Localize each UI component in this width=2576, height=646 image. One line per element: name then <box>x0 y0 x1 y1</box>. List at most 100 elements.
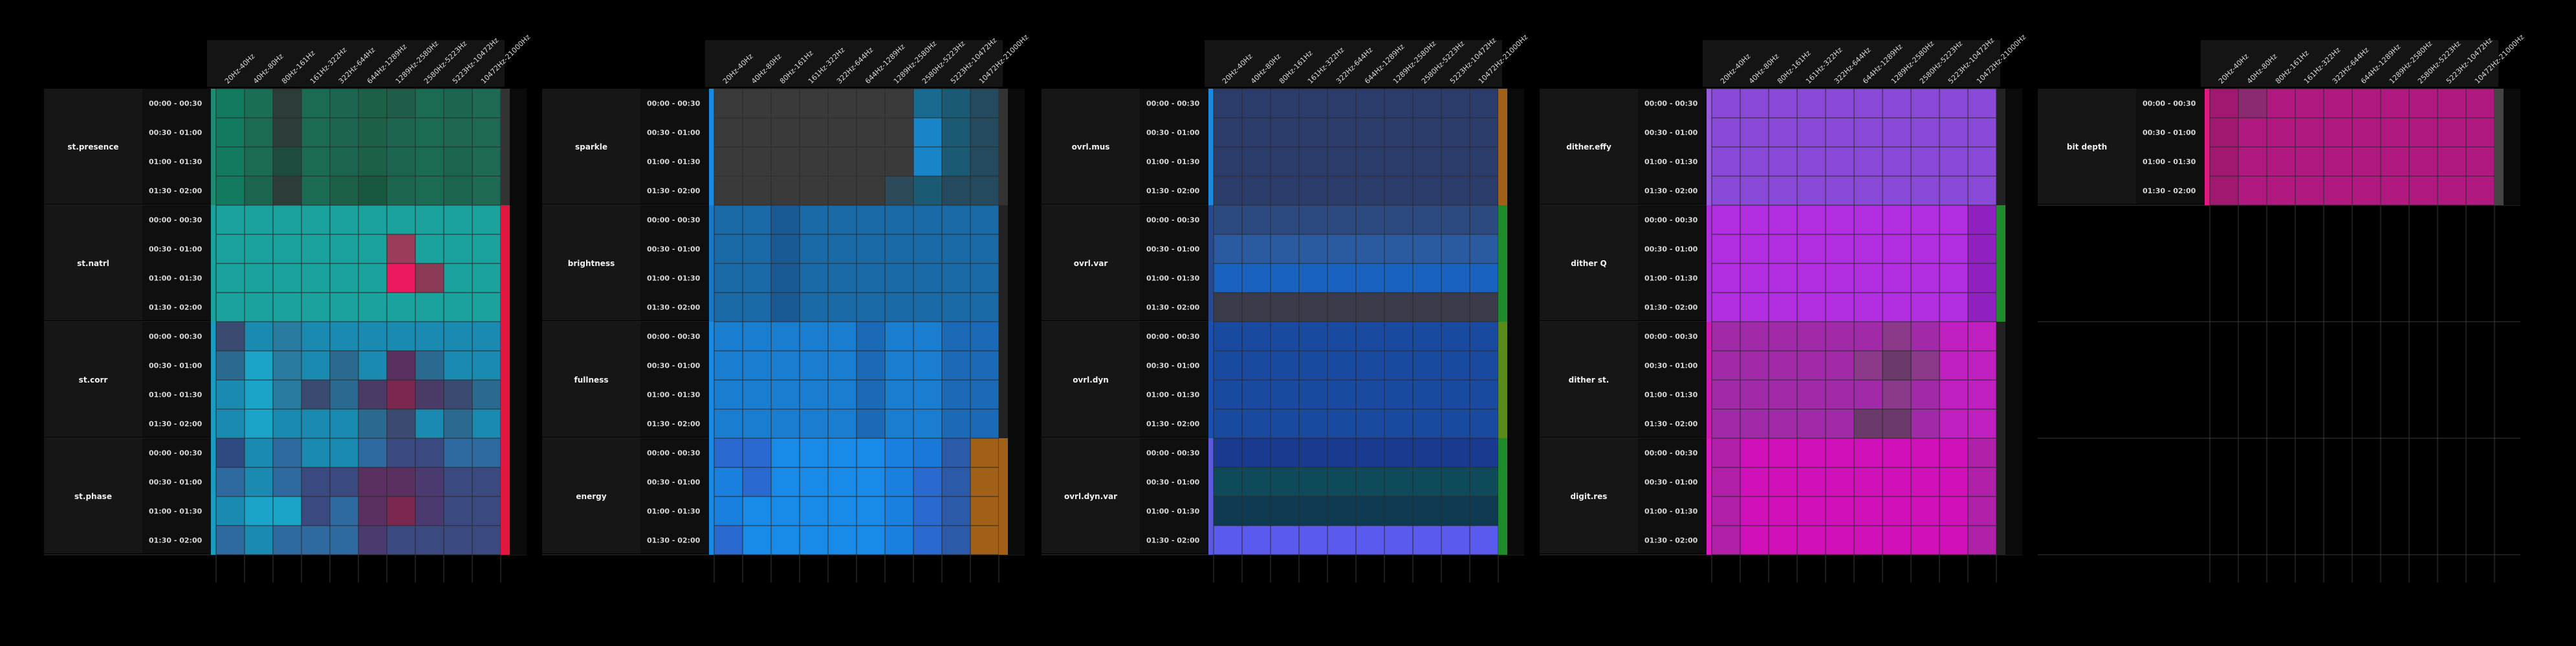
heatmap-cell <box>1711 205 1741 235</box>
heatmap-cell <box>742 408 772 439</box>
heatmap-cell <box>443 292 473 322</box>
heatmap-cell <box>856 234 886 264</box>
heatmap-cell <box>215 205 245 235</box>
heatmap-cell <box>358 467 387 497</box>
heatmap-cell <box>301 263 331 293</box>
heatmap-cell <box>827 438 857 468</box>
heatmap-cell <box>1298 175 1328 206</box>
heatmap-cell <box>415 263 444 293</box>
heatmap-cell <box>856 175 886 206</box>
metric-label-bg <box>542 89 640 204</box>
heatmap-cell <box>1327 88 1357 118</box>
heatmap-cell <box>415 234 444 264</box>
heatmap-cell <box>970 496 999 526</box>
heatmap-cell <box>2295 117 2324 148</box>
heatmap-cell <box>1939 438 1969 468</box>
heatmap-cell <box>1241 234 1271 264</box>
time-label-bg <box>1140 438 1208 553</box>
heatmap-cell <box>1213 205 1243 235</box>
heatmap-cell <box>415 88 444 118</box>
heatmap-cell <box>272 88 302 118</box>
heatmap-cell <box>443 175 473 206</box>
heatmap-cell <box>1327 146 1357 177</box>
heatmap-cell <box>329 263 359 293</box>
heatmap-cell <box>1711 263 1741 293</box>
heatmap-cell <box>301 350 331 381</box>
heatmap-cell <box>472 175 501 206</box>
heatmap-cell <box>443 467 473 497</box>
heatmap-cell <box>1711 117 1741 148</box>
heatmap-cell <box>1213 496 1243 526</box>
heatmap-cell <box>329 234 359 264</box>
heatmap-cell <box>244 205 274 235</box>
summary-tail <box>2005 205 2022 322</box>
metric-label: st.corr <box>79 375 108 384</box>
heatmap-cell <box>1270 438 1300 468</box>
heatmap-cell <box>856 117 886 148</box>
heatmap-cell <box>1939 146 1969 177</box>
heatmap-cell <box>1910 146 1940 177</box>
heatmap-cell <box>856 408 886 439</box>
heatmap-cell <box>244 350 274 381</box>
heatmap-cell <box>1882 379 1912 410</box>
heatmap-cell <box>1327 117 1357 148</box>
heatmap-cell <box>2295 146 2324 177</box>
heatmap-cell <box>1740 525 1769 555</box>
heatmap-cell <box>415 175 444 206</box>
heatmap-cell <box>329 408 359 439</box>
heatmap-cell <box>1939 379 1969 410</box>
heatmap-cell <box>2209 88 2239 118</box>
heatmap-cell <box>1882 88 1912 118</box>
time-label: 01:30 - 02:00 <box>1644 304 1698 312</box>
metric-label-bg <box>542 322 640 437</box>
heatmap-cell <box>1768 525 1798 555</box>
metric-label: dither st. <box>1569 375 1610 384</box>
time-label: 01:30 - 02:00 <box>149 537 202 545</box>
heatmap-cell <box>1469 350 1499 381</box>
heatmap-cell <box>1796 263 1826 293</box>
heatmap-cell <box>1241 496 1271 526</box>
heatmap-cell <box>2209 117 2239 148</box>
heatmap-cell <box>970 234 999 264</box>
heatmap-cell <box>1327 496 1357 526</box>
heatmap-cell <box>970 117 999 148</box>
heatmap-cell <box>1910 321 1940 351</box>
time-label: 01:30 - 02:00 <box>1644 420 1698 429</box>
heatmap-cell <box>1384 350 1414 381</box>
heatmap-cell <box>1241 525 1271 555</box>
heatmap-cell <box>272 321 302 351</box>
time-label-bg <box>640 89 709 204</box>
heatmap-cell <box>770 117 800 148</box>
heatmap-cell <box>358 525 387 555</box>
heatmap-cell <box>1469 321 1499 351</box>
heatmap-cell <box>1355 350 1385 381</box>
heatmap-cell <box>358 321 387 351</box>
metric-label-bg <box>542 205 640 320</box>
heatmap-cell <box>1355 379 1385 410</box>
heatmap-cell <box>472 292 501 322</box>
heatmap-cell <box>1740 263 1769 293</box>
heatmap-cell <box>1796 496 1826 526</box>
heatmap-cell <box>1967 292 1997 322</box>
heatmap-cell <box>1910 350 1940 381</box>
heatmap-cell <box>386 467 416 497</box>
heatmap-cell <box>244 88 274 118</box>
time-label: 01:30 - 02:00 <box>1146 420 1200 429</box>
summary-tail <box>1008 322 1025 438</box>
heatmap-cell <box>770 88 800 118</box>
metric-label-bg <box>44 438 142 553</box>
heatmap-cell <box>358 496 387 526</box>
heatmap-cell <box>1853 117 1883 148</box>
heatmap-cell <box>941 350 971 381</box>
heatmap-cell <box>714 263 743 293</box>
heatmap-cell <box>1327 263 1357 293</box>
heatmap-cell <box>1882 408 1912 439</box>
heatmap-cell <box>1384 321 1414 351</box>
heatmap-cell <box>827 321 857 351</box>
time-label: 00:00 - 00:30 <box>149 333 202 341</box>
heatmap-cell <box>386 438 416 468</box>
summary-bar <box>1996 89 2005 205</box>
heatmap-cell <box>827 146 857 177</box>
heatmap-cell <box>1270 525 1300 555</box>
heatmap-cell <box>386 175 416 206</box>
